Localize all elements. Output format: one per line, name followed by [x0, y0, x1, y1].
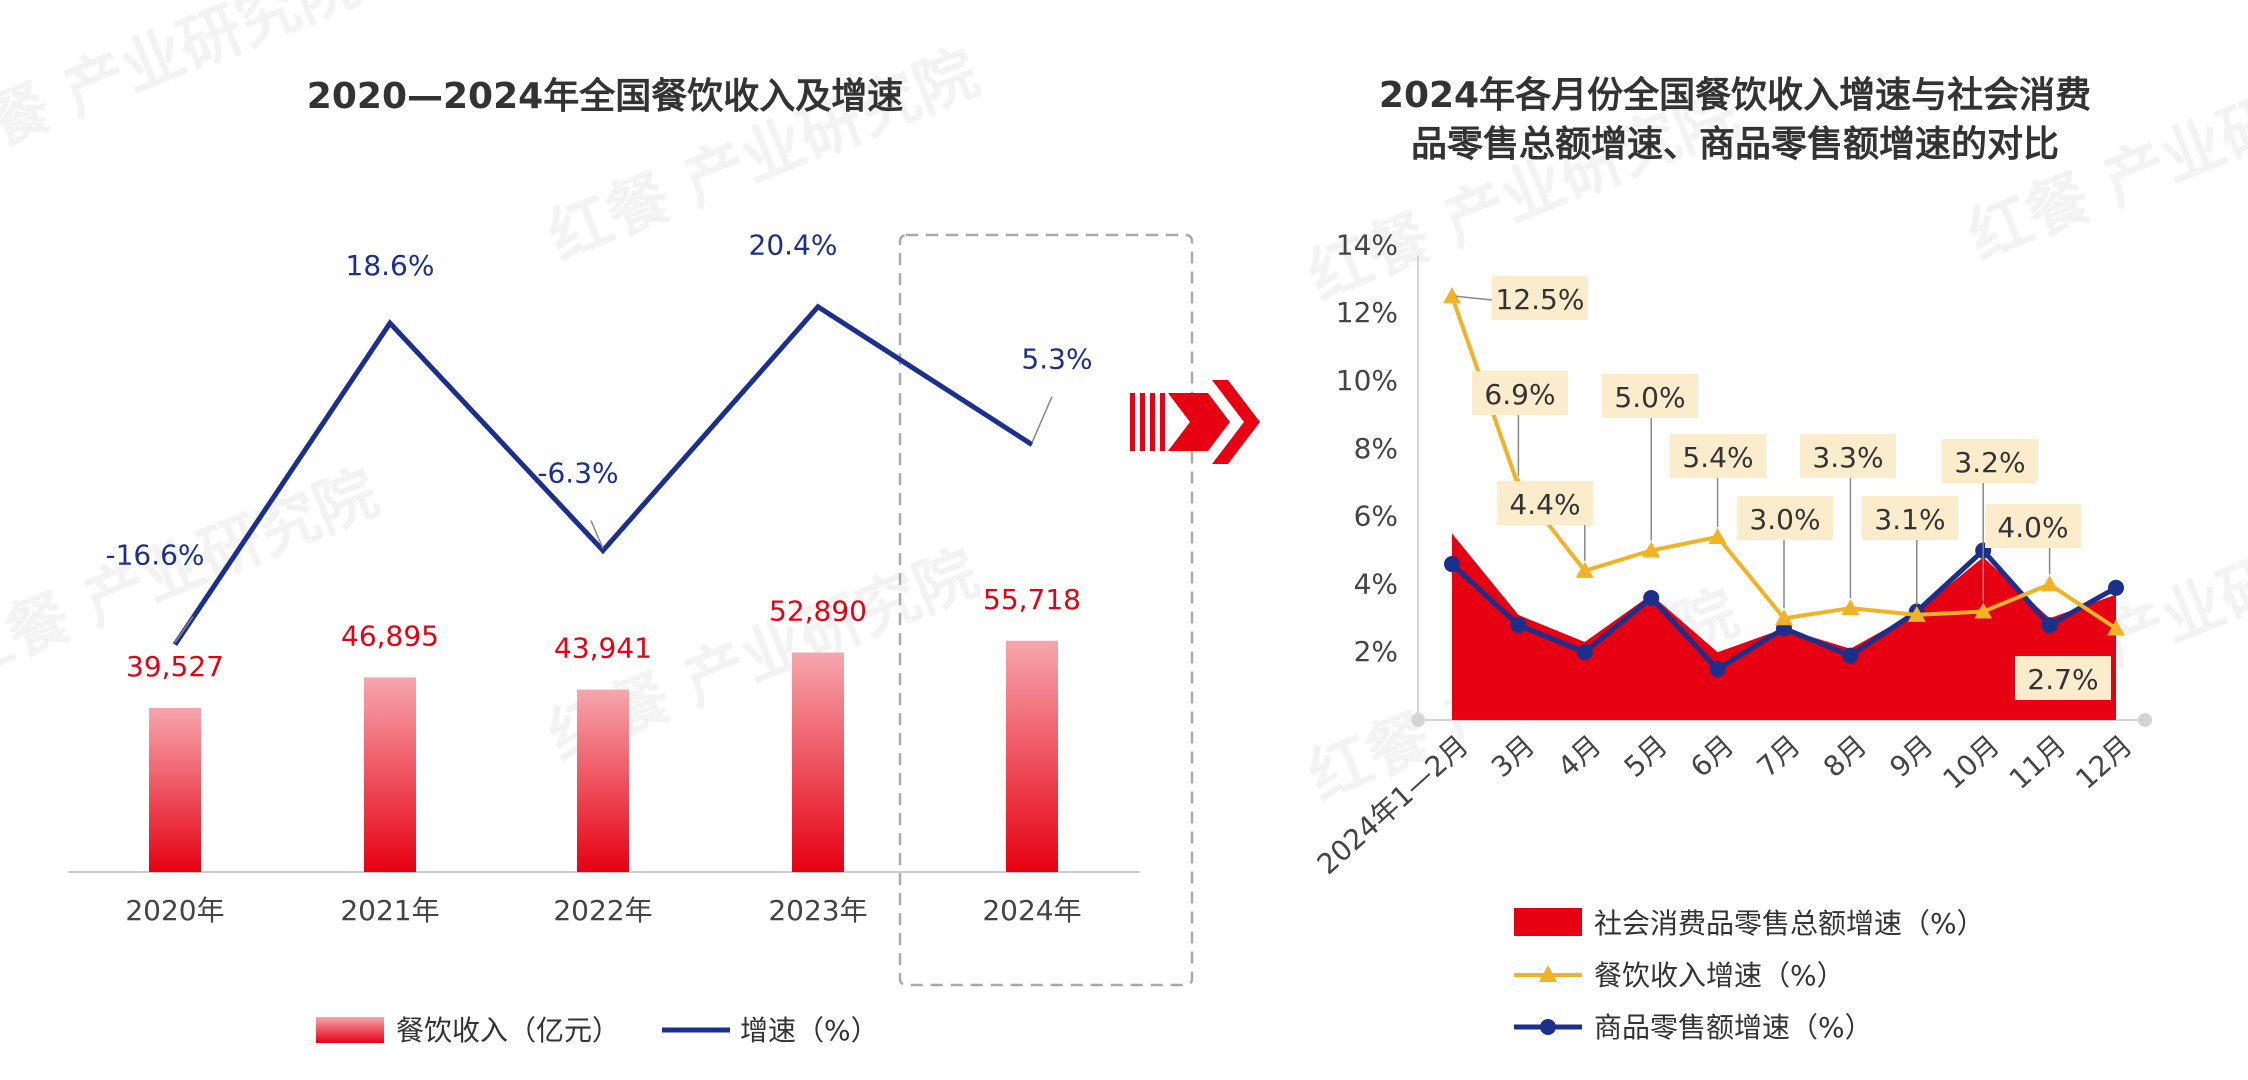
- income-bar-label: 46,895: [341, 619, 439, 652]
- growth-label: 20.4%: [749, 229, 838, 262]
- highlight-box-2024: [898, 233, 1194, 987]
- growth-label-leader: [590, 520, 604, 549]
- legend-swatch-income: [316, 1017, 384, 1043]
- goods-retail-marker: [1709, 661, 1726, 678]
- x-tick-label: 8月: [1817, 729, 1873, 784]
- catering-label-leader: [1455, 295, 1493, 301]
- double-chevron-right-icon: [1130, 380, 1260, 464]
- catering-label: 5.4%: [1682, 441, 1753, 474]
- left-chart-title: 2020—2024年全国餐饮收入及增速: [307, 75, 903, 117]
- right-chart: 2024年各月份全国餐饮收入增速与社会消费 品零售总额增速、商品零售额增速的对比…: [1311, 74, 2152, 1044]
- x-tick-label: 9月: [1883, 729, 1939, 784]
- x-tick-label: 10月: [1937, 729, 2006, 796]
- growth-label: 5.3%: [1021, 343, 1092, 376]
- catering-label: 3.3%: [1812, 441, 1883, 474]
- legend-label-catering: 餐饮收入增速（%）: [1594, 959, 1845, 992]
- income-bar-label: 43,941: [554, 632, 652, 665]
- income-bar-label: 52,890: [769, 595, 867, 628]
- left-legend: 餐饮收入（亿元） 增速（%）: [316, 1014, 879, 1047]
- goods-retail-marker: [1576, 644, 1593, 661]
- growth-label: -6.3%: [537, 457, 618, 490]
- catering-label-bg: [1737, 496, 1833, 540]
- catering-label-bg: [2015, 656, 2111, 700]
- catering-label: 12.5%: [1496, 283, 1585, 316]
- income-bar: [364, 677, 416, 872]
- growth-label: 18.6%: [346, 249, 435, 282]
- catering-marker: [2107, 619, 2125, 636]
- catering-label: 6.9%: [1484, 378, 1555, 411]
- x-tick-label: 4月: [1551, 729, 1607, 784]
- income-bar: [149, 707, 201, 872]
- catering-label-bg: [1497, 481, 1593, 525]
- legend-label-income: 餐饮收入（亿元）: [396, 1014, 620, 1047]
- catering-marker: [1841, 599, 1860, 616]
- catering-label-bg: [1985, 504, 2081, 548]
- income-bar: [1006, 640, 1058, 872]
- catering-label-bg: [1800, 434, 1896, 478]
- catering-marker: [1907, 605, 1926, 622]
- income-bar-label: 55,718: [983, 583, 1081, 616]
- y-tick-label: 10%: [1336, 364, 1398, 397]
- right-chart-title-line2: 品零售总额增速、商品零售额增速的对比: [1411, 124, 2059, 165]
- catering-label: 2.7%: [2027, 663, 2098, 696]
- retail-total-area: [1452, 533, 2116, 720]
- legend-label-growth: 增速（%）: [740, 1014, 879, 1047]
- left-chart: 2020—2024年全国餐饮收入及增速 39,527 46,895 43,941 52…: [68, 75, 1194, 1047]
- catering-label-bg: [1670, 434, 1766, 478]
- income-bar: [577, 689, 629, 872]
- x-tick-label: 2020年: [125, 894, 224, 927]
- right-legend: 社会消费品零售总额增速（%） 餐饮收入增速（%） 商品零售额增速（%）: [1514, 907, 1985, 1044]
- catering-label: 4.4%: [1509, 488, 1580, 521]
- goods-retail-marker: [1510, 617, 1527, 634]
- catering-label-bg: [1862, 496, 1958, 540]
- x-tick-label: 2021年: [340, 894, 439, 927]
- x-tick-label: 7月: [1751, 729, 1807, 784]
- goods-retail-marker: [1643, 589, 1660, 606]
- growth-line: [172, 303, 1034, 646]
- catering-label-bg: [1942, 439, 2038, 483]
- catering-label-bg: [1472, 371, 1568, 415]
- goods-retail-marker: [2041, 617, 2058, 634]
- y-tick-label: 6%: [1354, 500, 1398, 533]
- goods-retail-marker: [1842, 647, 1859, 664]
- catering-label: 3.0%: [1749, 503, 1820, 536]
- x-tick-label: 2022年: [553, 894, 652, 927]
- catering-marker: [1708, 527, 1727, 544]
- catering-marker: [1642, 541, 1661, 558]
- goods-retail-marker: [1444, 556, 1460, 573]
- legend-swatch-retail-total: [1514, 908, 1582, 936]
- income-bar-label: 39,527: [126, 650, 224, 683]
- catering-label: 3.1%: [1874, 503, 1945, 536]
- y-tick-label: 14%: [1336, 228, 1398, 261]
- income-bar: [792, 652, 844, 872]
- catering-label: 3.2%: [1954, 446, 2025, 479]
- legend-label-retail-total: 社会消费品零售总额增速（%）: [1594, 907, 1985, 940]
- catering-label: 4.0%: [1997, 511, 2068, 544]
- growth-label: -16.6%: [105, 539, 204, 572]
- catering-marker: [1575, 561, 1594, 578]
- y-tick-label: 4%: [1354, 567, 1398, 600]
- x-tick-label: 5月: [1618, 729, 1674, 784]
- catering-label-bg: [1602, 374, 1698, 418]
- catering-label-bg: [1492, 276, 1588, 320]
- catering-label: 5.0%: [1614, 381, 1685, 414]
- y-tick-label: 12%: [1336, 296, 1398, 329]
- x-tick-label: 12月: [2069, 729, 2138, 796]
- y-tick-label: 2%: [1354, 635, 1398, 668]
- growth-label-leader: [1031, 396, 1053, 443]
- right-chart-title-line1: 2024年各月份全国餐饮收入增速与社会消费: [1379, 74, 2091, 116]
- x-tick-label: 11月: [2003, 729, 2072, 796]
- catering-marker: [1443, 287, 1461, 304]
- legend-label-goods-retail: 商品零售额增速（%）: [1594, 1011, 1873, 1044]
- catering-marker: [1974, 602, 1993, 619]
- x-tick-label: 6月: [1684, 729, 1740, 784]
- y-tick-label: 8%: [1354, 432, 1398, 465]
- catering-marker: [2040, 575, 2059, 592]
- growth-label-leader: [174, 616, 194, 643]
- goods-retail-marker: [2108, 579, 2124, 596]
- x-tick-label: 2024年: [982, 894, 1081, 927]
- catering-marker: [1775, 609, 1793, 626]
- x-tick-label: 2023年: [768, 894, 867, 927]
